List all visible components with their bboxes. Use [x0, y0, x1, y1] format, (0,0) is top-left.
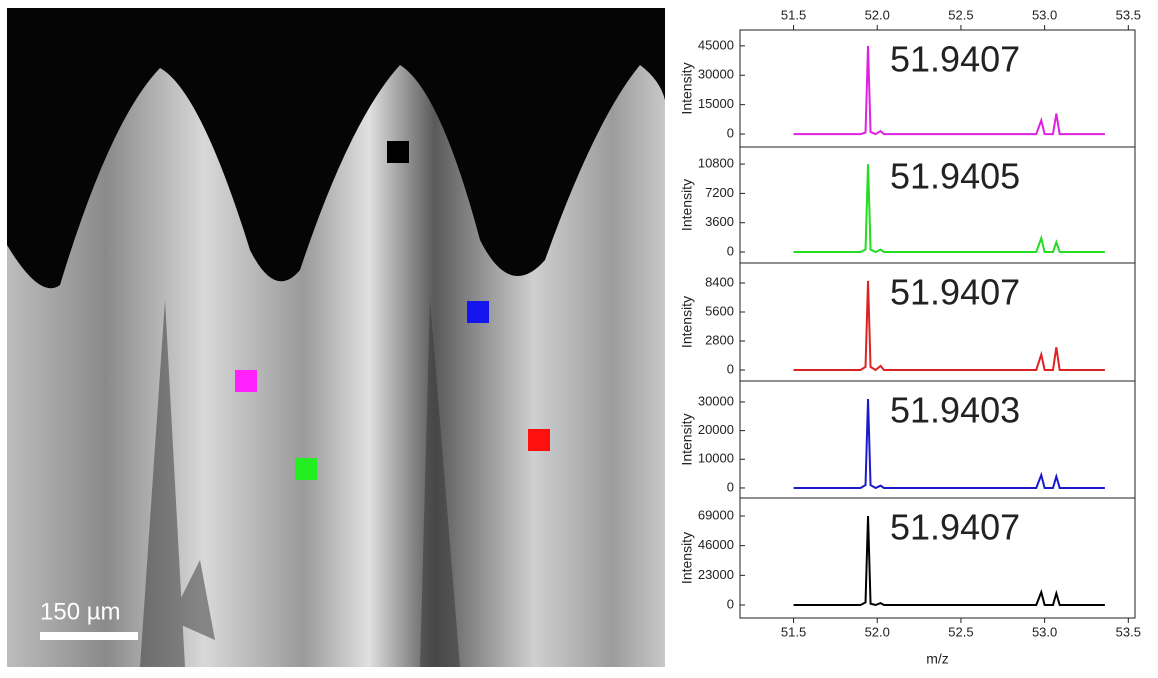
y-axis-label: Intensity: [679, 62, 695, 114]
marker-red: [528, 429, 550, 451]
y-tick-label: 20000: [698, 422, 734, 437]
x-tick-label: 52.5: [948, 624, 973, 639]
y-axis-label: Intensity: [679, 296, 695, 348]
page: 150 µm 0 15000 30000 45000 51.5 52.0 52.5 53.0 5…: [0, 0, 1158, 678]
marker-green: [295, 458, 317, 480]
peak-annotation: 51.9407: [890, 507, 1020, 548]
x-tick-label: 52.0: [865, 7, 890, 22]
y-axis-label: Intensity: [679, 179, 695, 231]
figure: 150 µm 0 15000 30000 45000 51.5 52.0 52.5 53.0 5…: [0, 0, 1158, 673]
y-tick-label: 23000: [698, 567, 734, 582]
y-tick-label: 2800: [705, 332, 734, 347]
y-tick-label: 0: [727, 243, 734, 258]
x-tick-label: 52.5: [948, 7, 973, 22]
peak-annotation: 51.9407: [890, 39, 1020, 80]
y-axis-label: Intensity: [679, 413, 695, 465]
y-tick-label: 0: [727, 479, 734, 494]
peak-annotation: 51.9405: [890, 156, 1020, 197]
x-tick-label: 53.0: [1032, 624, 1057, 639]
y-tick-label: 10800: [698, 156, 734, 171]
x-tick-label: 53.5: [1116, 624, 1141, 639]
y-axis-label: Intensity: [679, 532, 695, 584]
y-tick-label: 30000: [698, 393, 734, 408]
y-tick-label: 69000: [698, 507, 734, 522]
x-axis-label: m/z: [926, 651, 949, 667]
x-tick-label: 53.0: [1032, 7, 1057, 22]
y-tick-label: 15000: [698, 96, 734, 111]
sem-image: 150 µm: [7, 8, 665, 667]
y-tick-label: 0: [727, 361, 734, 376]
y-tick-label: 46000: [698, 537, 734, 552]
peak-annotation: 51.9407: [890, 272, 1020, 313]
marker-magenta: [235, 370, 257, 392]
x-tick-label: 51.5: [781, 7, 806, 22]
y-tick-label: 30000: [698, 67, 734, 82]
y-tick-label: 0: [727, 596, 734, 611]
x-tick-label: 51.5: [781, 624, 806, 639]
scale-bar-label: 150 µm: [40, 598, 121, 625]
y-tick-label: 10000: [698, 451, 734, 466]
y-tick-label: 0: [727, 126, 734, 141]
x-tick-label: 53.5: [1116, 7, 1141, 22]
y-tick-label: 3600: [705, 214, 734, 229]
y-tick-label: 5600: [705, 303, 734, 318]
x-tick-label: 52.0: [865, 624, 890, 639]
y-tick-label: 7200: [705, 185, 734, 200]
peak-annotation: 51.9403: [890, 390, 1020, 431]
y-tick-label: 8400: [705, 274, 734, 289]
marker-blue: [467, 301, 489, 323]
scale-bar: [40, 632, 138, 640]
marker-black: [387, 141, 409, 163]
y-tick-label: 45000: [698, 37, 734, 52]
